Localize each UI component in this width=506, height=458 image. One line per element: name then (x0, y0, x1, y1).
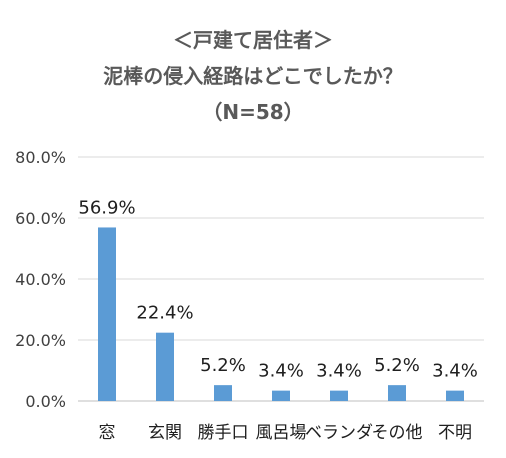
data-label: 3.4% (316, 361, 362, 382)
data-label: 3.4% (432, 361, 478, 382)
bar (446, 390, 464, 401)
category-label: 風呂場 (256, 423, 307, 443)
y-tick-label: 0.0% (25, 392, 66, 411)
y-tick-label: 20.0% (15, 331, 66, 350)
y-tick-label: 60.0% (15, 209, 66, 228)
chart-title-line-1: ＜戸建て居住者＞ (173, 28, 333, 52)
bar (98, 227, 116, 401)
bar (272, 390, 290, 401)
y-tick-label: 80.0% (15, 148, 66, 167)
data-label: 5.2% (374, 355, 420, 376)
data-label: 56.9% (78, 197, 135, 218)
chart-title-line-2: 泥棒の侵入経路はどこでしたか？ (103, 64, 403, 88)
chart-title-line-3: （N=58） (202, 100, 304, 124)
category-label: その他 (372, 423, 423, 443)
category-label: ベランダ (305, 423, 373, 443)
category-label: 玄関 (148, 423, 182, 443)
category-label: 勝手口 (198, 423, 249, 443)
category-label: 不明 (438, 423, 472, 443)
bar (214, 385, 232, 401)
data-label: 3.4% (258, 361, 304, 382)
data-label: 22.4% (136, 303, 193, 324)
data-label: 5.2% (200, 355, 246, 376)
bar (388, 385, 406, 401)
bar (156, 332, 174, 401)
y-tick-label: 40.0% (15, 270, 66, 289)
category-label: 窓 (99, 423, 116, 443)
bar (330, 390, 348, 401)
